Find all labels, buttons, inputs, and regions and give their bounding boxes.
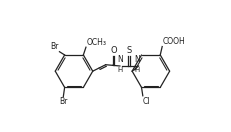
Text: OCH₃: OCH₃ xyxy=(86,37,106,47)
Text: N: N xyxy=(134,55,139,64)
Text: COOH: COOH xyxy=(162,37,185,46)
Text: Cl: Cl xyxy=(143,97,150,106)
Text: H: H xyxy=(117,67,122,73)
Text: Br: Br xyxy=(50,42,59,51)
Text: O: O xyxy=(110,46,116,55)
Text: N: N xyxy=(117,55,123,64)
Text: H: H xyxy=(134,67,139,73)
Text: S: S xyxy=(126,46,131,55)
Text: Br: Br xyxy=(59,97,67,106)
